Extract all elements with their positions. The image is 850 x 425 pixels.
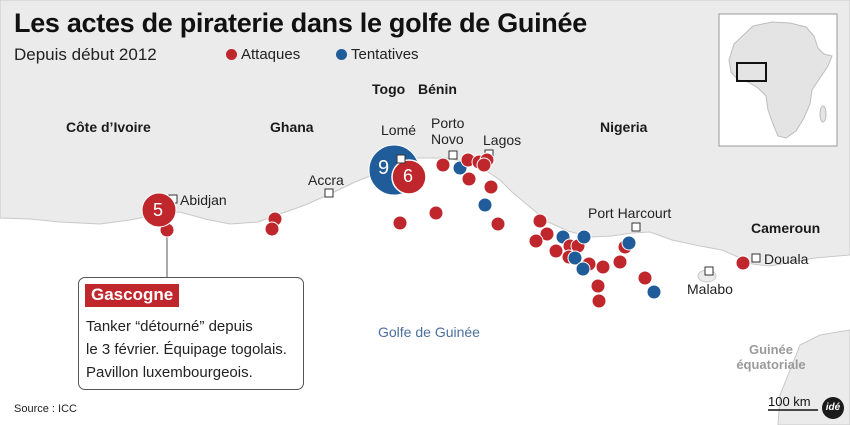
city-label-lagos: Lagos xyxy=(483,132,522,148)
incident-attack xyxy=(590,278,606,294)
city-label-port-harcourt: Port Harcourt xyxy=(588,205,672,221)
city-marker-accra xyxy=(324,188,334,198)
incident-attack xyxy=(392,215,408,231)
incident-attempt xyxy=(576,229,592,245)
incident-attack xyxy=(595,259,611,275)
incident-attack xyxy=(612,254,628,270)
madagascar xyxy=(819,105,827,123)
city-marker-malabo xyxy=(704,266,714,276)
city-marker-lome xyxy=(396,154,406,164)
legend-attempts: Tentatives xyxy=(336,46,419,63)
incident-attempt xyxy=(477,197,493,213)
sea-label: Golfe de Guinée xyxy=(378,324,480,340)
incident-attack xyxy=(483,179,499,195)
legend-attacks: Attaques xyxy=(226,46,300,63)
city-label-accra: Accra xyxy=(308,172,344,188)
incident-attack xyxy=(539,226,555,242)
inset-focus-box xyxy=(736,62,767,82)
city-label-porto-novo: Porto Novo xyxy=(431,115,465,148)
country-label-ghana: Ghana xyxy=(270,119,314,135)
incident-attack xyxy=(735,255,751,271)
callout-line-1: Tanker “détourné” depuis xyxy=(86,318,253,335)
incident-attempt xyxy=(567,250,583,266)
incident-attack xyxy=(591,293,607,309)
legend-attempt-swatch xyxy=(336,49,347,60)
city-label-douala: Douala xyxy=(764,251,809,267)
incident-attack xyxy=(548,243,564,259)
country-label-guinee-equatoriale: Guinée équatoriale xyxy=(736,342,806,372)
city-marker-porto-novo xyxy=(448,150,458,160)
cluster-lome-attacks xyxy=(391,159,427,195)
gascogne-callout: Gascogne Tanker “détourné” depuis le 3 f… xyxy=(78,277,304,390)
incident-attack xyxy=(461,171,477,187)
incident-attempt xyxy=(646,284,662,300)
legend-attack-label: Attaques xyxy=(241,46,301,63)
legend-attempt-label: Tentatives xyxy=(351,46,419,63)
incident-attack xyxy=(490,216,506,232)
callout-ship-name: Gascogne xyxy=(85,284,180,307)
country-label-togo: Togo xyxy=(372,81,406,97)
source-credit: Source : ICC xyxy=(14,403,77,415)
callout-line-3: Pavillon luxembourgeois. xyxy=(86,364,253,381)
city-marker-douala xyxy=(751,253,761,263)
incident-attack xyxy=(476,157,492,173)
country-label-nigeria: Nigeria xyxy=(600,119,648,135)
inset-africa-map xyxy=(718,13,838,147)
incident-attack xyxy=(264,221,280,237)
cluster-abidjan-count: 5 xyxy=(153,200,164,220)
scale-label: 100 km xyxy=(768,394,811,409)
country-label-cameroun: Cameroun xyxy=(751,220,821,236)
map-subtitle: Depuis début 2012 xyxy=(14,45,157,64)
cluster-lome-attempts-count: 9 xyxy=(378,157,390,179)
country-label-cote-divoire: Côte d’Ivoire xyxy=(66,119,151,135)
incident-attack xyxy=(428,205,444,221)
callout-line-2: le 3 février. Équipage togolais. xyxy=(86,341,287,358)
city-label-abidjan: Abidjan xyxy=(180,192,227,208)
legend-attack-swatch xyxy=(226,49,237,60)
incident-attack xyxy=(528,233,544,249)
country-label-benin: Bénin xyxy=(418,81,457,97)
publisher-logo: idé xyxy=(822,397,844,419)
incident-attempt xyxy=(575,261,591,277)
cluster-lome-attacks-count: 6 xyxy=(403,166,414,186)
city-label-lome: Lomé xyxy=(381,122,417,138)
incident-attack xyxy=(532,213,548,229)
city-marker-port-harcourt xyxy=(631,222,641,232)
city-label-malabo: Malabo xyxy=(687,281,733,297)
cluster-abidjan-attacks xyxy=(141,192,177,228)
incident-attack xyxy=(435,157,451,173)
incident-attack xyxy=(637,270,653,286)
incident-attempt xyxy=(621,235,637,251)
map-title: Les actes de piraterie dans le golfe de … xyxy=(14,8,587,38)
